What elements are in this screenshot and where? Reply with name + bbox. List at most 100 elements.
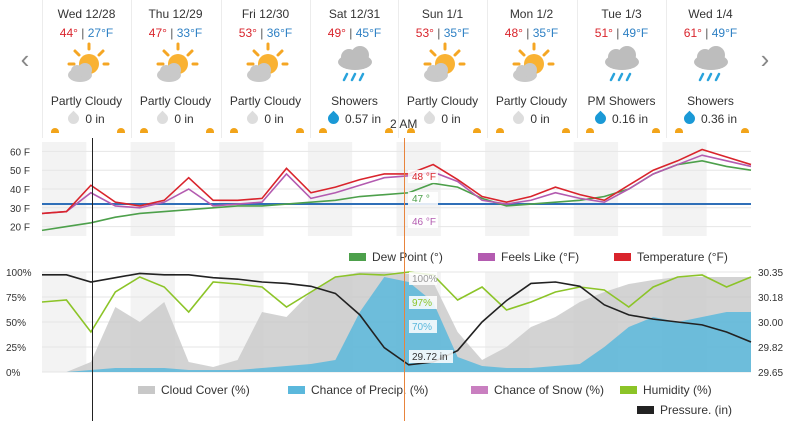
cursor-value-label: 70% xyxy=(412,322,432,333)
day-temps: 51° | 49°F xyxy=(594,26,649,40)
precip-amount: 0 in xyxy=(530,112,550,126)
legend-item[interactable]: Chance of Snow (%) xyxy=(471,383,604,397)
day-column[interactable]: Wed 1/4 61° | 49°F Showers 0.36 in xyxy=(666,0,754,138)
precip-chance-area xyxy=(42,277,751,372)
legend-item[interactable]: Humidity (%) xyxy=(620,383,712,397)
day-column[interactable]: Fri 12/30 53° | 36°F Partly Cloudy 0 in xyxy=(221,0,309,138)
high-temp: 61° xyxy=(683,26,702,40)
y-tick-label: 0% xyxy=(6,368,21,379)
day-precip: 0 in xyxy=(132,110,219,127)
low-temp: 35°F xyxy=(443,26,470,40)
day-column[interactable]: Wed 12/28 44° | 27°F Partly Cloudy 0 in xyxy=(42,0,130,138)
day-precip: 0.36 in xyxy=(667,110,754,127)
day-precip: 0 in xyxy=(399,110,486,127)
legend-swatch xyxy=(637,406,654,414)
cursor-label-bg xyxy=(409,320,437,333)
showers-icon xyxy=(667,42,754,92)
next-button[interactable]: › xyxy=(760,44,770,74)
y-tick-label-right: 29.82 xyxy=(758,343,783,354)
day-column[interactable]: Thu 12/29 47° | 33°F Partly Cloudy 0 in xyxy=(131,0,219,138)
high-temp: 47° xyxy=(148,26,167,40)
precip-amount: 0 in xyxy=(441,112,461,126)
legend-label: Chance of Precip. (%) xyxy=(311,383,429,397)
y-tick-label: 20 F xyxy=(10,223,30,234)
conditions-chart: 100% 75% 50% 25% 0% 30.35 30.18 30.00 29.82 29.65… xyxy=(6,268,783,379)
showers-icon xyxy=(311,42,398,92)
sun-markers xyxy=(578,128,665,134)
high-temp: 44° xyxy=(59,26,78,40)
day-precip: 0.16 in xyxy=(578,110,665,127)
y-tick-label-right: 30.18 xyxy=(758,293,783,304)
low-temp: 45°F xyxy=(355,26,382,40)
humidity-line xyxy=(41,271,752,334)
day-temps: 53° | 35°F xyxy=(415,26,470,40)
temperature-chart: 60 F 50 F 40 F 30 F 20 F 48 °F 47 ° 46 °F xyxy=(10,142,752,236)
legend-label: Feels Like (°F) xyxy=(501,250,580,264)
precip-amount: 0 in xyxy=(174,112,194,126)
high-temp: 53° xyxy=(238,26,257,40)
precip-amount: 0.16 in xyxy=(611,112,649,126)
day-column[interactable]: Tue 1/3 51° | 49°F PM Showers 0.16 in xyxy=(577,0,665,138)
cursor-time-label: 2 AM xyxy=(390,117,418,131)
cursor-label-bg xyxy=(408,192,438,205)
legend-swatch xyxy=(614,253,631,261)
y-tick-label: 50% xyxy=(6,318,26,329)
legend-item[interactable]: Chance of Precip. (%) xyxy=(288,383,428,397)
precip-amount: 0 in xyxy=(264,112,284,126)
legend-swatch xyxy=(138,386,155,394)
raindrop-icon xyxy=(325,110,342,127)
day-column[interactable]: Sun 1/1 53° | 35°F Partly Cloudy 0 in xyxy=(398,0,486,138)
showers-icon xyxy=(578,42,665,92)
legend-label: Humidity (%) xyxy=(643,383,712,397)
y-tick-label: 75% xyxy=(6,293,26,304)
cursor-value-label: 47 ° xyxy=(412,194,430,205)
day-precip: 0 in xyxy=(43,110,130,127)
raindrop-icon xyxy=(592,110,609,127)
legend-item[interactable]: Cloud Cover (%) xyxy=(138,383,250,397)
sun-markers xyxy=(399,128,486,134)
raindrop-icon xyxy=(155,110,171,127)
day-column[interactable]: Mon 1/2 48° | 35°F Partly Cloudy 0 in xyxy=(487,0,575,138)
day-condition: Partly Cloudy xyxy=(495,94,568,108)
prev-button[interactable]: ‹ xyxy=(20,44,30,74)
cursor-label-bg xyxy=(409,350,453,363)
legend-item[interactable]: Temperature (°F) xyxy=(614,250,728,264)
sun-markers xyxy=(222,128,309,134)
day-temps: 61° | 49°F xyxy=(683,26,738,40)
series-line xyxy=(41,154,752,215)
day-date: Wed 12/28 xyxy=(57,7,116,21)
day-condition: Partly Cloudy xyxy=(229,94,302,108)
day-condition: Partly Cloudy xyxy=(139,94,212,108)
legend-item[interactable]: Feels Like (°F) xyxy=(478,250,579,264)
legend-swatch xyxy=(349,253,366,261)
cursor-value-label: 46 °F xyxy=(412,217,436,228)
legend-label: Temperature (°F) xyxy=(637,250,728,264)
day-condition: Showers xyxy=(687,94,734,108)
day-temps: 44° | 27°F xyxy=(59,26,114,40)
day-temps: 49° | 45°F xyxy=(327,26,382,40)
high-temp: 51° xyxy=(594,26,613,40)
day-date: Thu 12/29 xyxy=(148,7,203,21)
day-date: Fri 12/30 xyxy=(241,7,290,21)
high-temp: 48° xyxy=(504,26,523,40)
cursor-label-bg xyxy=(409,296,437,309)
legend-label: Cloud Cover (%) xyxy=(161,383,250,397)
y-tick-label-right: 30.35 xyxy=(758,268,783,279)
day-date: Mon 1/2 xyxy=(509,7,554,21)
low-temp: 27°F xyxy=(87,26,114,40)
raindrop-icon xyxy=(511,110,527,127)
legend-item[interactable]: Pressure. (in) xyxy=(637,403,732,417)
series-line xyxy=(41,148,752,215)
legend-item[interactable]: Dew Point (°) xyxy=(349,250,443,264)
legend-swatch xyxy=(288,386,305,394)
day-date: Wed 1/4 xyxy=(688,7,733,21)
raindrop-icon xyxy=(66,110,82,127)
now-line xyxy=(92,138,93,421)
day-column[interactable]: Sat 12/31 49° | 45°F Showers 0.57 in xyxy=(310,0,398,138)
day-condition: Partly Cloudy xyxy=(50,94,123,108)
day-date: Tue 1/3 xyxy=(601,7,642,21)
day-condition: PM Showers xyxy=(587,94,656,108)
sun-markers xyxy=(667,128,754,134)
sun-markers xyxy=(311,128,398,134)
y-tick-label: 25% xyxy=(6,343,26,354)
